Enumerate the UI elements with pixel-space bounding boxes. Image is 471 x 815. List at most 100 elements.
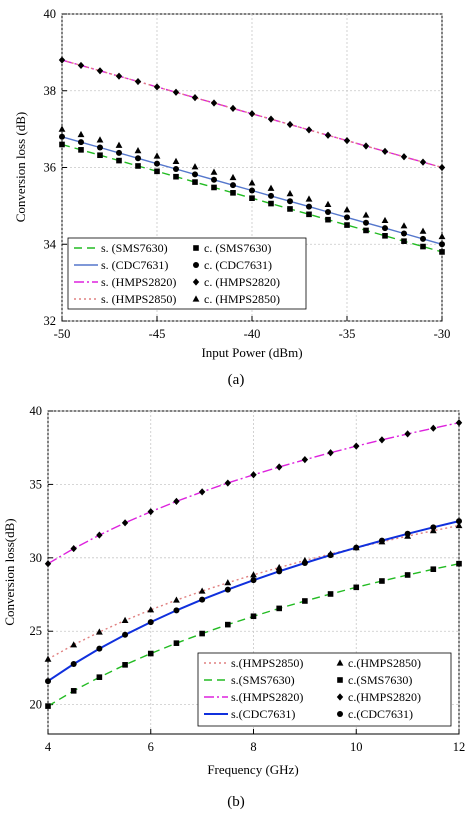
legend-label-c-hmps2820: c.(HMPS2820): [348, 690, 421, 704]
marker-c-cdc7631: [173, 166, 179, 173]
marker-c-hmps2820: [172, 88, 180, 96]
legend-label-s-hmps2820: s. (HMPS2820): [101, 275, 176, 289]
marker-c-sms7630: [135, 163, 141, 169]
marker-c-hmps2850: [96, 136, 104, 143]
marker-c-cdc7631: [363, 219, 369, 226]
series-line-s-hmps2850: [61, 59, 443, 169]
marker-c-sms7630: [353, 584, 360, 591]
marker-c-cdc7631: [439, 241, 445, 248]
marker-c-hmps2820: [250, 471, 257, 479]
marker-c-cdc7631: [230, 182, 236, 189]
marker-c-hmps2850: [198, 587, 206, 594]
legend-label-c-sms7630: c.(SMS7630): [348, 673, 412, 687]
panel-b-legend: s.(HMPS2850) c.(HMPS2850) s.(SMS7630) c.(SM…: [197, 652, 452, 727]
marker-c-sms7630: [379, 578, 385, 584]
panel-a-chart: -50 -45 -40 -35 -30 32 34 36 38 40 s. (SMS7630) c.…: [13, 7, 450, 388]
marker-c-sms7630: [192, 179, 198, 185]
marker-c-hmps2850: [248, 179, 256, 186]
legend-label-c-sms7630: c. (SMS7630): [204, 241, 271, 255]
marker-c-sms7630: [344, 222, 350, 228]
panel-b-xlabel: Frequency (GHz): [207, 762, 298, 777]
marker-c-sms7630: [147, 650, 154, 657]
marker-c-cdc7631: [344, 214, 350, 221]
marker-c-sms7630: [96, 674, 103, 680]
marker-c-hmps2820: [147, 508, 154, 516]
marker-c-hmps2820: [224, 479, 232, 487]
legend-label-s-cdc7631: s.(CDC7631): [231, 707, 295, 721]
legend-label-s-hmps2820: s.(HMPS2820): [231, 690, 303, 704]
marker-c-sms7630: [199, 630, 205, 637]
marker-c-hmps2850: [419, 227, 427, 234]
marker-c-cdc7631: [301, 560, 308, 567]
y-tick-label: 32: [44, 314, 57, 328]
marker-c-cdc7631: [420, 235, 426, 242]
marker-c-hmps2850: [173, 596, 180, 603]
marker-c-cdc7631: [154, 160, 160, 167]
marker-c-cdc7631: [173, 607, 180, 614]
marker-c-cdc7631: [250, 577, 257, 584]
marker-c-hmps2850: [147, 606, 155, 613]
marker-c-hmps2820: [58, 56, 66, 64]
marker-c-hmps2850: [324, 200, 332, 207]
panel-b-ylabel: Conversion loss(dB): [2, 518, 17, 625]
legend-label-s-hmps2850: s. (HMPS2850): [101, 292, 176, 306]
marker-c-hmps2850: [191, 163, 199, 170]
marker-c-hmps2820: [70, 544, 77, 553]
marker-c-sms7630: [327, 591, 334, 597]
legend-label-c-hmps2850: c. (HMPS2850): [204, 292, 280, 306]
marker-c-sms7630: [122, 662, 128, 668]
marker-c-sms7630: [225, 621, 231, 628]
legend-label-c-hmps2850: c.(HMPS2850): [348, 656, 421, 670]
marker-c-sms7630: [173, 173, 179, 180]
y-tick-label: 30: [30, 551, 43, 565]
marker-c-hmps2820: [378, 436, 386, 444]
series-line-s-hmps2850: [47, 524, 460, 660]
panel-a-legend: s. (SMS7630) c. (SMS7630) s. (CDC7631) c. (…: [67, 237, 307, 310]
legend-marker-c-cdc7631: [193, 262, 199, 268]
marker-c-cdc7631: [192, 171, 198, 178]
panel-b-caption: (b): [227, 794, 245, 810]
marker-c-hmps2820: [404, 430, 411, 438]
x-tick-label: -35: [339, 327, 356, 341]
marker-c-sms7630: [250, 613, 257, 620]
marker-c-hmps2820: [173, 497, 180, 506]
marker-c-hmps2850: [362, 211, 370, 218]
legend-marker-c-hmps2820: [192, 278, 200, 286]
marker-c-hmps2820: [198, 488, 206, 496]
marker-c-sms7630: [306, 211, 312, 218]
marker-c-cdc7631: [378, 537, 385, 544]
marker-c-hmps2820: [134, 77, 142, 86]
x-tick-label: 12: [453, 740, 466, 754]
marker-c-sms7630: [420, 243, 426, 250]
legend-label-c-hmps2820: c. (HMPS2820): [204, 275, 280, 289]
marker-c-sms7630: [59, 141, 65, 148]
marker-c-cdc7631: [249, 187, 255, 194]
marker-c-hmps2850: [172, 157, 180, 164]
legend-marker-c-cdc7631: [337, 711, 343, 717]
x-tick-label: -30: [434, 327, 451, 341]
marker-c-hmps2820: [96, 67, 104, 75]
legend-marker-c-hmps2850: [192, 295, 200, 302]
y-tick-label: 20: [30, 698, 43, 712]
marker-c-hmps2820: [305, 126, 313, 134]
marker-c-sms7630: [116, 157, 122, 164]
marker-c-cdc7631: [135, 155, 141, 162]
marker-c-sms7630: [173, 640, 180, 646]
legend-label-s-sms7630: s. (SMS7630): [101, 241, 168, 255]
legend-marker-c-hmps2850: [336, 659, 344, 666]
marker-c-hmps2820: [343, 137, 351, 145]
legend-box: [197, 652, 452, 727]
marker-c-hmps2820: [455, 419, 463, 427]
marker-c-cdc7631: [456, 518, 462, 525]
marker-c-hmps2850: [229, 173, 237, 181]
marker-c-hmps2820: [286, 120, 294, 129]
marker-c-hmps2850: [250, 571, 257, 578]
marker-c-hmps2850: [343, 206, 351, 213]
marker-c-sms7630: [276, 605, 282, 612]
marker-c-hmps2820: [324, 131, 332, 139]
marker-c-hmps2850: [381, 216, 389, 224]
marker-c-hmps2850: [58, 125, 66, 132]
legend-marker-c-sms7630: [337, 677, 343, 683]
marker-c-sms7630: [70, 688, 77, 694]
